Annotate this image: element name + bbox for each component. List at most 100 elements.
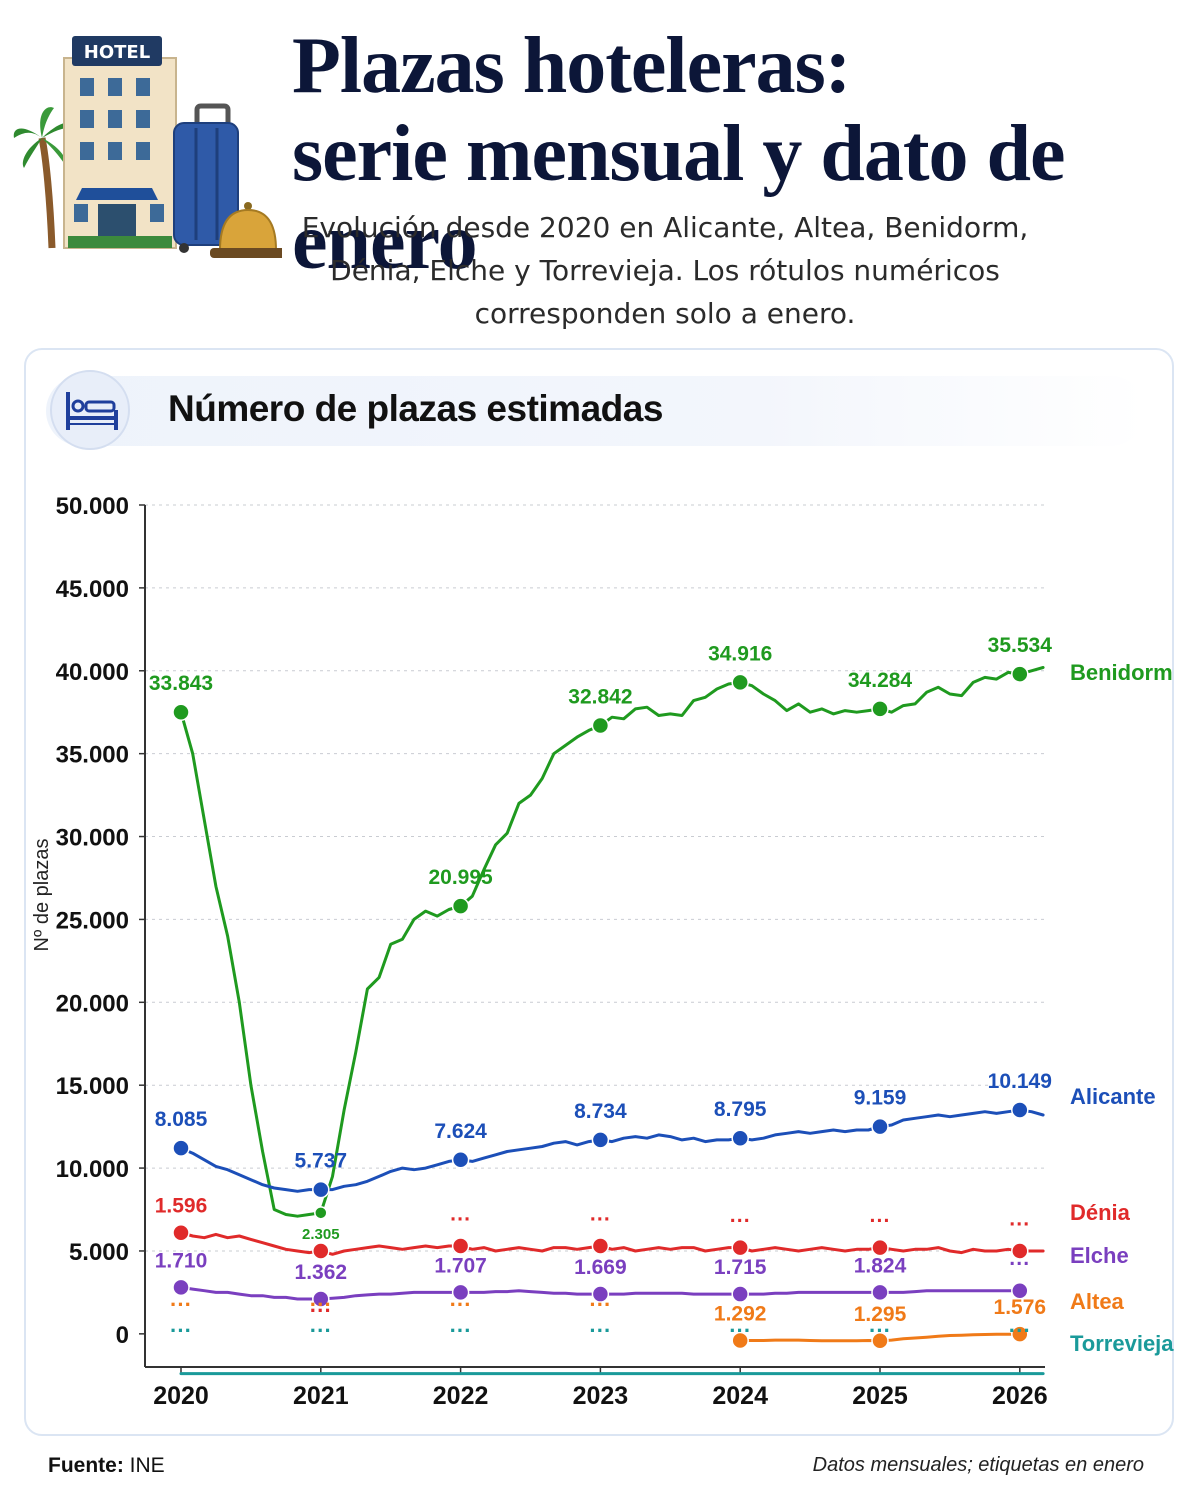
missing-label: ···	[589, 1292, 611, 1317]
series-legend-label: Dénia	[1070, 1200, 1131, 1225]
data-label: ···	[1009, 1213, 1030, 1236]
hotel-illustration: HOTEL	[12, 28, 286, 268]
missing-label: ···	[170, 1292, 192, 1317]
missing-label: ···	[450, 1318, 472, 1343]
data-label: ···	[450, 1208, 471, 1231]
y-tick-label: 30.000	[56, 825, 129, 852]
x-tick-label: 2023	[573, 1382, 629, 1410]
page-subtitle: Evolución desde 2020 en Alicante, Altea,…	[301, 211, 1029, 330]
title-line-2: serie mensual y dato de enero	[292, 110, 1066, 286]
data-label: 1.824	[854, 1254, 907, 1277]
data-label: 35.534	[988, 634, 1053, 657]
data-label: 5.737	[295, 1150, 348, 1173]
missing-label: ···	[310, 1298, 332, 1323]
data-label: 2.305	[302, 1226, 340, 1243]
data-point	[731, 1238, 749, 1257]
data-point	[731, 1129, 749, 1147]
source-label: Fuente:	[48, 1454, 124, 1477]
data-point	[731, 673, 749, 692]
missing-label: ···	[310, 1292, 332, 1317]
missing-label: ···	[310, 1318, 332, 1343]
data-point	[871, 1332, 889, 1350]
y-tick-label: 50.000	[56, 493, 129, 520]
data-note: Datos mensuales; etiquetas en enero	[812, 1454, 1144, 1476]
data-label: 8.734	[574, 1100, 627, 1123]
data-label: 34.284	[848, 669, 913, 692]
bed-icon	[50, 370, 130, 450]
page-title: Plazas hoteleras: serie mensual y dato d…	[292, 22, 1192, 286]
data-point	[172, 703, 190, 721]
data-point	[731, 1331, 749, 1350]
data-point	[591, 1285, 610, 1303]
source-note: Fuente: INE	[48, 1454, 165, 1478]
data-point	[312, 1180, 330, 1199]
data-label: 1.710	[155, 1249, 208, 1272]
data-point	[1011, 1281, 1029, 1300]
data-label: ···	[590, 1208, 611, 1231]
y-tick-label: 5.000	[69, 1239, 129, 1266]
data-point	[731, 1285, 749, 1303]
y-tick-label: 20.000	[56, 990, 129, 1017]
x-tick-label: 2024	[712, 1382, 768, 1410]
data-point	[871, 700, 889, 718]
data-label: 33.843	[149, 672, 213, 695]
data-label: 1.707	[434, 1254, 487, 1277]
data-point	[1011, 1101, 1029, 1119]
series-legend-label: Elche	[1070, 1243, 1129, 1268]
y-tick-label: 10.000	[56, 1156, 129, 1183]
series-legend-label: Torrevieja	[1070, 1331, 1174, 1356]
data-point	[314, 1206, 328, 1220]
series-legend-label: Alicante	[1070, 1084, 1156, 1109]
data-point	[451, 1151, 470, 1169]
data-label: 1.715	[714, 1256, 767, 1279]
missing-label: ···	[729, 1318, 751, 1343]
data-point	[172, 1278, 190, 1297]
source-value: INE	[129, 1454, 165, 1477]
card-header-band	[46, 376, 1146, 446]
series-line	[179, 666, 1045, 1218]
data-label: 8.795	[714, 1098, 767, 1121]
series-legend-label: Benidorm	[1070, 660, 1173, 685]
y-tick-label: 0	[116, 1322, 129, 1349]
hotel-building-icon: HOTEL	[63, 36, 177, 249]
data-point	[1011, 1242, 1029, 1260]
data-label: ···	[730, 1210, 751, 1233]
data-label: 1.596	[155, 1195, 208, 1218]
x-tick-label: 2022	[433, 1382, 489, 1410]
data-point	[172, 1223, 190, 1242]
y-tick-label: 40.000	[56, 659, 129, 686]
missing-label: ···	[450, 1292, 472, 1317]
chart-title: Número de plazas estimadas	[168, 388, 663, 429]
data-point	[591, 1131, 610, 1149]
y-tick-label: 45.000	[56, 576, 129, 603]
x-tick-label: 2021	[293, 1382, 349, 1410]
hotel-sign: HOTEL	[84, 42, 150, 63]
data-point	[591, 1237, 610, 1255]
data-label: 1.362	[295, 1261, 348, 1284]
data-label: ···	[1009, 1253, 1030, 1276]
data-label: ···	[870, 1210, 891, 1233]
missing-label: ···	[589, 1318, 611, 1343]
data-label: 1.669	[574, 1256, 627, 1279]
missing-label: ···	[1009, 1318, 1031, 1343]
x-tick-label: 2026	[992, 1382, 1048, 1410]
missing-label: ···	[170, 1318, 192, 1343]
y-tick-label: 15.000	[56, 1073, 129, 1100]
service-bell-icon	[210, 202, 286, 258]
x-tick-label: 2025	[852, 1382, 908, 1410]
data-point	[871, 1238, 889, 1257]
data-label: 1.576	[994, 1296, 1047, 1319]
data-label: 8.085	[155, 1108, 208, 1131]
data-point	[1011, 665, 1029, 683]
data-label: 34.916	[708, 642, 772, 665]
y-tick-label: 25.000	[56, 907, 129, 934]
y-axis-title: Nº de plazas	[31, 839, 53, 952]
data-point	[591, 716, 610, 735]
data-label: 10.149	[988, 1070, 1052, 1093]
data-label: 1.295	[854, 1303, 907, 1326]
data-point	[871, 1283, 889, 1302]
data-label: 20.995	[428, 866, 493, 889]
data-label: 9.159	[854, 1087, 907, 1110]
data-point	[451, 1283, 470, 1302]
